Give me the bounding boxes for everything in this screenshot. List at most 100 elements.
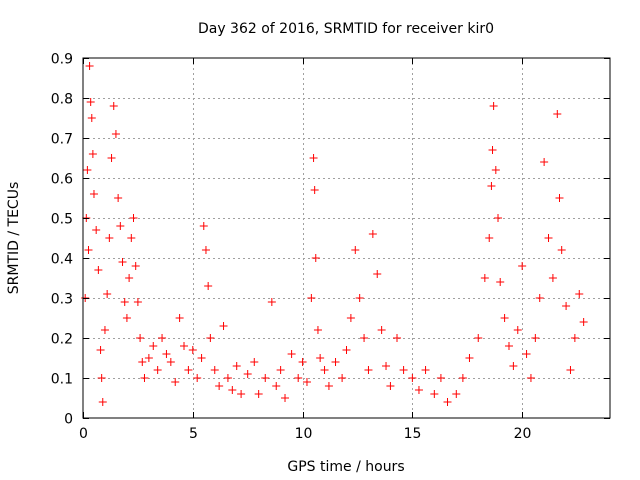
data-point (324, 382, 333, 390)
data-point (535, 294, 544, 302)
y-tick-label: 0 (64, 412, 73, 428)
chart-title: Day 362 of 2016, SRMTID for receiver kir… (198, 21, 494, 37)
data-point (96, 346, 105, 354)
data-point (496, 278, 505, 286)
data-point (85, 62, 94, 70)
data-point (548, 274, 557, 282)
data-point (364, 366, 373, 374)
data-point (232, 362, 241, 370)
data-point (114, 194, 123, 202)
y-tick-label: 0.9 (51, 52, 73, 68)
data-point (87, 114, 96, 122)
data-point (360, 334, 369, 342)
ticks (83, 58, 610, 419)
y-tick-label: 0.1 (51, 372, 73, 388)
data-point (487, 182, 496, 190)
x-axis-title: GPS time / hours (287, 459, 404, 475)
x-tick-labels: 0 5 10 15 20 (79, 426, 531, 442)
data-point (316, 354, 325, 362)
data-point (120, 298, 129, 306)
data-point (465, 354, 474, 362)
data-point (570, 334, 579, 342)
data-point (254, 390, 263, 398)
data-point (504, 342, 513, 350)
data-point (84, 246, 93, 254)
data-point (355, 294, 364, 302)
x-tick-label: 15 (404, 426, 422, 442)
data-point (421, 366, 430, 374)
data-point (509, 362, 518, 370)
y-tick-label: 0.6 (51, 172, 73, 188)
data-point (526, 374, 535, 382)
data-point (88, 150, 97, 158)
data-point (480, 274, 489, 282)
data-point (575, 290, 584, 298)
y-tick-label: 0.4 (51, 252, 73, 268)
data-point (562, 302, 571, 310)
data-point (199, 222, 208, 230)
data-point (223, 374, 232, 382)
data-point (215, 382, 224, 390)
data-point (138, 358, 147, 366)
data-point (302, 378, 311, 386)
data-point (382, 362, 391, 370)
data-point (544, 234, 553, 242)
data-point (272, 382, 281, 390)
data-point (180, 342, 189, 350)
data-point (129, 214, 138, 222)
data-point (443, 398, 452, 406)
data-point (107, 154, 116, 162)
data-points (81, 62, 588, 406)
data-point (125, 274, 134, 282)
data-point (566, 366, 575, 374)
data-point (131, 262, 140, 270)
data-point (377, 326, 386, 334)
data-point (281, 394, 290, 402)
x-tick-label: 5 (189, 426, 198, 442)
data-point (287, 350, 296, 358)
y-tick-label: 0.8 (51, 92, 73, 108)
y-tick-label: 0.3 (51, 292, 73, 308)
x-tick-label: 10 (295, 426, 313, 442)
data-point (579, 318, 588, 326)
data-point (452, 390, 461, 398)
data-point (373, 270, 382, 278)
data-point (393, 334, 402, 342)
data-point (86, 98, 95, 106)
data-point (555, 194, 564, 202)
data-point (219, 322, 228, 330)
data-point (399, 366, 408, 374)
data-point (310, 186, 319, 194)
data-point (430, 390, 439, 398)
y-tick-label: 0.7 (51, 132, 73, 148)
data-point (250, 358, 259, 366)
data-point (386, 382, 395, 390)
data-point (210, 366, 219, 374)
data-point (175, 314, 184, 322)
data-point (89, 190, 98, 198)
data-point (522, 350, 531, 358)
y-tick-label: 0.5 (51, 212, 73, 228)
data-point (144, 354, 153, 362)
data-point (136, 334, 145, 342)
data-point (309, 154, 318, 162)
data-point (109, 102, 118, 110)
grid (83, 58, 610, 418)
data-point (97, 374, 106, 382)
data-point (489, 102, 498, 110)
data-point (103, 290, 112, 298)
data-point (184, 366, 193, 374)
data-point (188, 346, 197, 354)
data-point (531, 334, 540, 342)
data-point (111, 130, 120, 138)
x-tick-label: 0 (79, 426, 88, 442)
data-point (237, 390, 246, 398)
y-axis-title: SRMTID / TECUs (6, 182, 22, 295)
data-point (557, 246, 566, 254)
data-point (100, 326, 109, 334)
data-point (162, 350, 171, 358)
data-point (342, 346, 351, 354)
data-point (140, 374, 149, 382)
data-point (414, 386, 423, 394)
